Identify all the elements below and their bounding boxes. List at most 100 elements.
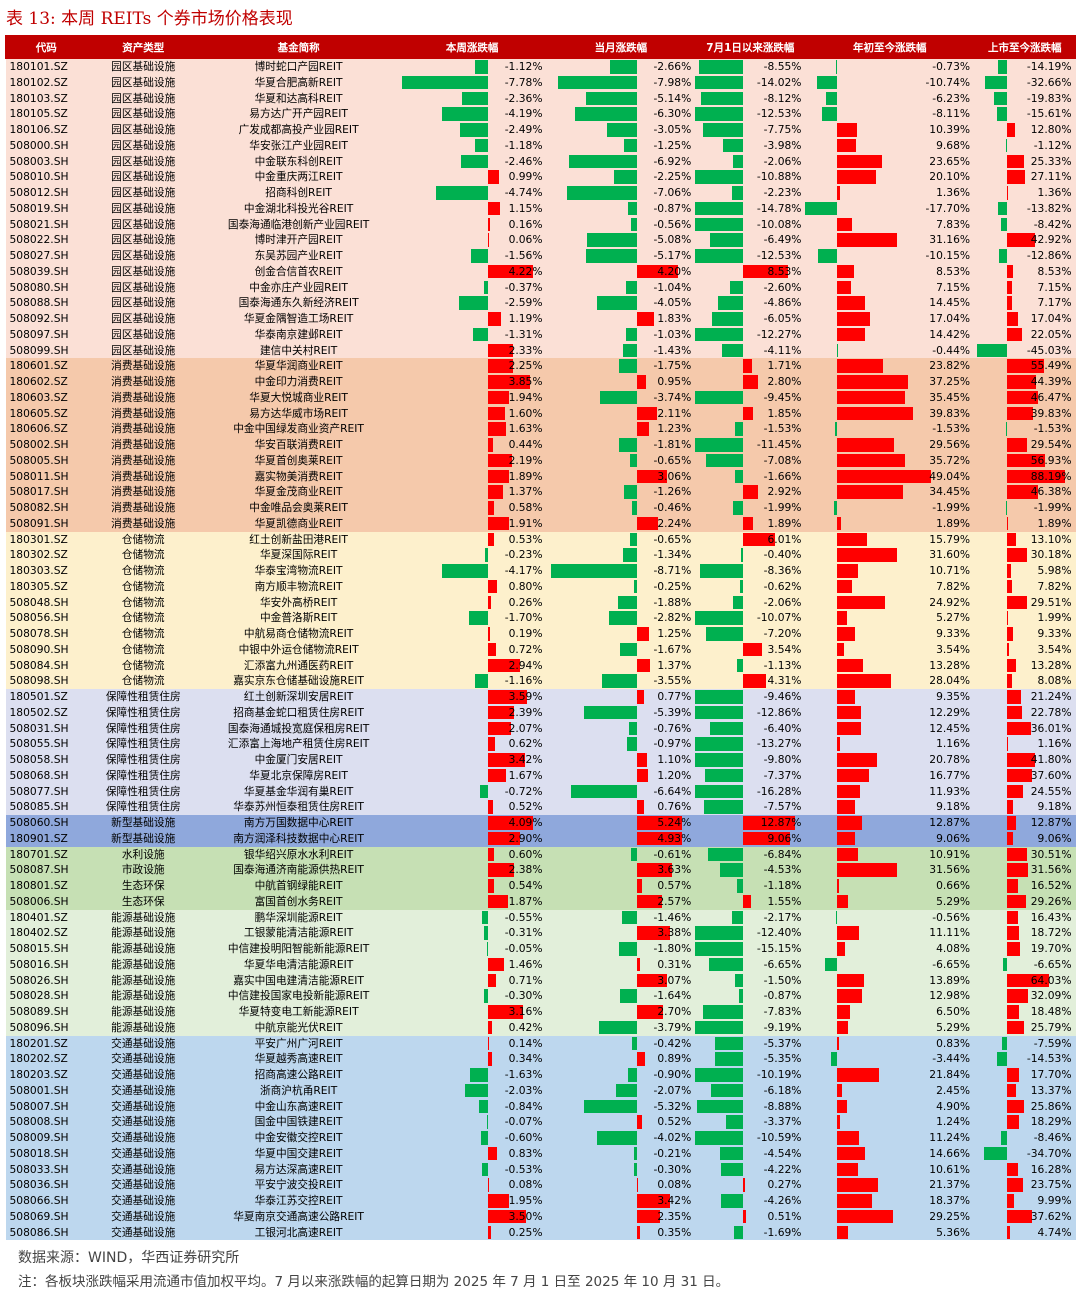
value-label: 19.70% — [1030, 942, 1072, 955]
value-label: 4.74% — [1037, 1225, 1072, 1239]
cell-ytd-change: 31.60% — [805, 547, 974, 563]
cell-asset-type: 交通基础设施 — [111, 1178, 176, 1192]
bar — [636, 1225, 640, 1239]
bar — [487, 1178, 489, 1192]
value-label: -0.84% — [504, 1099, 543, 1113]
value-label: 5.98% — [1037, 564, 1072, 577]
cell-asset-type: 园区基础设施 — [111, 327, 176, 341]
cell-code: 508026.SH — [9, 973, 69, 987]
value-label: 2.07% — [508, 721, 543, 735]
cell-since-july-change: -2.06% — [695, 154, 805, 170]
bar — [1007, 753, 1035, 767]
cell-fund-name: 华安张江产业园REIT — [249, 138, 348, 152]
cell-since-listing-change: 17.70% — [974, 1067, 1075, 1083]
table-row: 508002.SH 消费基础设施 华安百联消费REIT 0.44% -1.81% -11.… — [5, 437, 1076, 453]
cell-code: 180402.SZ — [9, 926, 68, 940]
cell-since-listing-change: 37.60% — [974, 768, 1075, 784]
bar — [1006, 422, 1008, 436]
value-label: 9.06% — [1037, 831, 1072, 845]
value-label: 17.04% — [929, 312, 971, 325]
bar — [487, 1209, 527, 1224]
cell-fund-name: 博时蛇口产园REIT — [254, 60, 343, 73]
cell-since-listing-change: -45.03% — [974, 343, 1075, 359]
table-row: 508085.SH 保障性租赁住房 华泰苏州恒泰租赁住房REIT 0.52% 0.76%… — [5, 799, 1076, 815]
bar — [636, 957, 640, 972]
bar — [837, 674, 891, 688]
cell-since-july-change: -6.05% — [695, 311, 805, 327]
value-label: 27.11% — [1030, 170, 1072, 184]
bar — [487, 375, 531, 389]
table-row: 508060.SH 新型基础设施 南方万国数据中心REIT 4.09% 5.24% 12.… — [5, 815, 1076, 831]
value-label: 9.35% — [936, 690, 971, 703]
value-label: 30.51% — [1030, 847, 1072, 861]
bar — [599, 1020, 637, 1035]
bar — [1007, 973, 1050, 987]
cell-ytd-change: 9.18% — [805, 799, 974, 815]
bar — [741, 548, 744, 562]
bar — [626, 280, 637, 294]
bar — [487, 516, 509, 531]
value-label: -3.55% — [653, 674, 692, 688]
value-label: -4.86% — [763, 296, 802, 310]
cell-code: 508022.SH — [9, 233, 69, 247]
cell-month-change: -1.04% — [547, 280, 696, 296]
cell-asset-type: 保障性租赁住房 — [105, 753, 181, 766]
cell-week-change: -1.16% — [398, 673, 547, 689]
value-label: 0.52% — [508, 800, 543, 814]
value-label: 2.11% — [657, 406, 692, 420]
value-label: 31.60% — [929, 548, 971, 562]
value-label: -4.22% — [763, 1162, 802, 1176]
cell-ytd-change: -3.44% — [805, 1051, 974, 1067]
cell-fund-name: 华夏深国际REIT — [259, 548, 338, 562]
value-label: 21.24% — [1030, 690, 1072, 703]
value-label: 1.23% — [657, 422, 692, 436]
cell-week-change: 0.44% — [398, 437, 547, 453]
table-row: 508007.SH 交通基础设施 中金山东高速REIT -0.84% -5.32% -8.… — [5, 1098, 1076, 1115]
table-row: 180701.SZ 水利设施 银华绍兴原水水利REIT 0.60% -0.61% -6.8… — [5, 846, 1076, 863]
cell-ytd-change: 23.65% — [805, 154, 974, 170]
value-label: -1.03% — [653, 327, 692, 341]
cell-month-change: -2.25% — [547, 169, 696, 185]
bar — [719, 863, 744, 877]
table-row: 508026.SH 能源基础设施 嘉实中国电建清洁能源REIT 0.71% 3.07% -… — [5, 972, 1076, 989]
bar — [1007, 390, 1038, 405]
value-label: 0.14% — [508, 1036, 543, 1050]
cell-asset-type: 交通基础设施 — [111, 1083, 176, 1097]
cell-code: 180601.SZ — [9, 359, 68, 373]
cell-code: 180502.SZ — [9, 705, 68, 719]
value-label: 18.29% — [1030, 1115, 1072, 1129]
cell-fund-name: 中信建投国家电投新能源REIT — [227, 989, 370, 1003]
bar — [836, 343, 838, 357]
cell-since-listing-change: 8.53% — [974, 264, 1075, 280]
value-label: -1.53% — [763, 422, 802, 436]
bar — [743, 642, 762, 657]
cell-ytd-change: 12.29% — [805, 705, 974, 721]
bar — [695, 217, 744, 231]
cell-fund-name: 中金湖北科投光谷REIT — [243, 201, 354, 215]
value-label: 21.37% — [929, 1178, 971, 1192]
cell-ytd-change: 1.36% — [805, 185, 974, 201]
cell-ytd-change: 15.79% — [805, 532, 974, 548]
bar — [627, 201, 637, 216]
value-label: -1.99% — [1033, 501, 1072, 514]
value-label: -1.53% — [932, 422, 971, 436]
value-label: 9.68% — [936, 138, 971, 152]
value-label: -1.53% — [1033, 422, 1072, 436]
cell-since-july-change: -3.98% — [695, 138, 805, 154]
value-label: -4.53% — [763, 863, 802, 877]
cell-since-listing-change: -1.99% — [974, 500, 1075, 516]
cell-since-listing-change: 25.79% — [974, 1020, 1075, 1036]
value-label: -10.08% — [756, 217, 802, 231]
cell-asset-type: 园区基础设施 — [111, 123, 176, 136]
bar — [620, 989, 637, 1003]
bar — [743, 375, 758, 389]
cell-month-change: -1.43% — [547, 343, 696, 359]
cell-ytd-change: 6.50% — [805, 1004, 974, 1020]
header-fund-name: 基金简称 — [198, 35, 399, 59]
cell-week-change: 2.33% — [398, 343, 547, 359]
cell-ytd-change: 5.29% — [805, 1020, 974, 1036]
value-label: 41.80% — [1030, 753, 1072, 766]
bar — [837, 516, 842, 531]
cell-week-change: 2.94% — [398, 658, 547, 674]
bar — [837, 390, 905, 405]
